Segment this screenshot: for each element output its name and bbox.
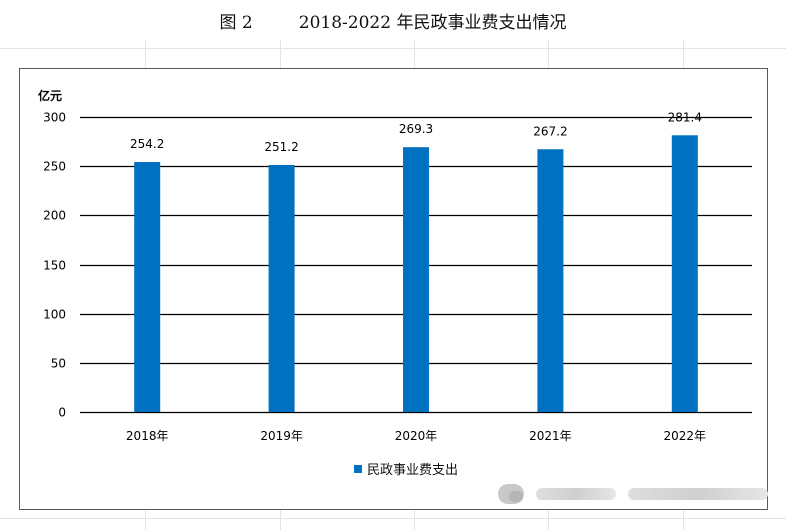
bar bbox=[537, 149, 564, 412]
watermark bbox=[498, 482, 774, 506]
data-label: 281.4 bbox=[668, 110, 702, 124]
figure-number: 图 2 bbox=[219, 13, 253, 33]
y-tick-label: 0 bbox=[58, 406, 66, 420]
data-label: 254.2 bbox=[130, 137, 164, 151]
y-tick-label: 150 bbox=[43, 259, 66, 273]
data-label: 267.2 bbox=[533, 124, 567, 138]
figure-title: 图 2 2018-2022 年民政事业费支出情况 bbox=[0, 8, 786, 33]
x-tick-label: 2022年 bbox=[664, 429, 707, 443]
bar bbox=[671, 135, 698, 413]
y-tick-label: 50 bbox=[51, 357, 66, 371]
x-tick-label: 2021年 bbox=[529, 429, 572, 443]
bar bbox=[403, 147, 429, 412]
data-label: 251.2 bbox=[264, 140, 298, 154]
legend: 民政事业费支出 bbox=[354, 459, 458, 478]
legend-label: 民政事业费支出 bbox=[367, 463, 459, 478]
legend-swatch bbox=[354, 464, 362, 473]
watermark-blur bbox=[628, 488, 768, 500]
figure-title-text: 2018-2022 年民政事业费支出情况 bbox=[298, 13, 567, 33]
y-tick-label: 200 bbox=[43, 209, 66, 223]
x-tick-label: 2019年 bbox=[260, 429, 303, 443]
wechat-icon bbox=[498, 484, 524, 504]
bar bbox=[134, 162, 161, 412]
watermark-blur bbox=[536, 488, 616, 500]
x-tick-label: 2018年 bbox=[126, 429, 169, 443]
bar bbox=[268, 164, 295, 412]
data-label: 269.3 bbox=[399, 122, 433, 136]
x-tick-label: 2020年 bbox=[395, 429, 438, 443]
y-tick-label: 300 bbox=[43, 111, 66, 125]
y-tick-label: 100 bbox=[43, 308, 66, 322]
y-axis-unit-label: 亿元 bbox=[38, 89, 63, 103]
y-tick-label: 250 bbox=[43, 160, 66, 174]
